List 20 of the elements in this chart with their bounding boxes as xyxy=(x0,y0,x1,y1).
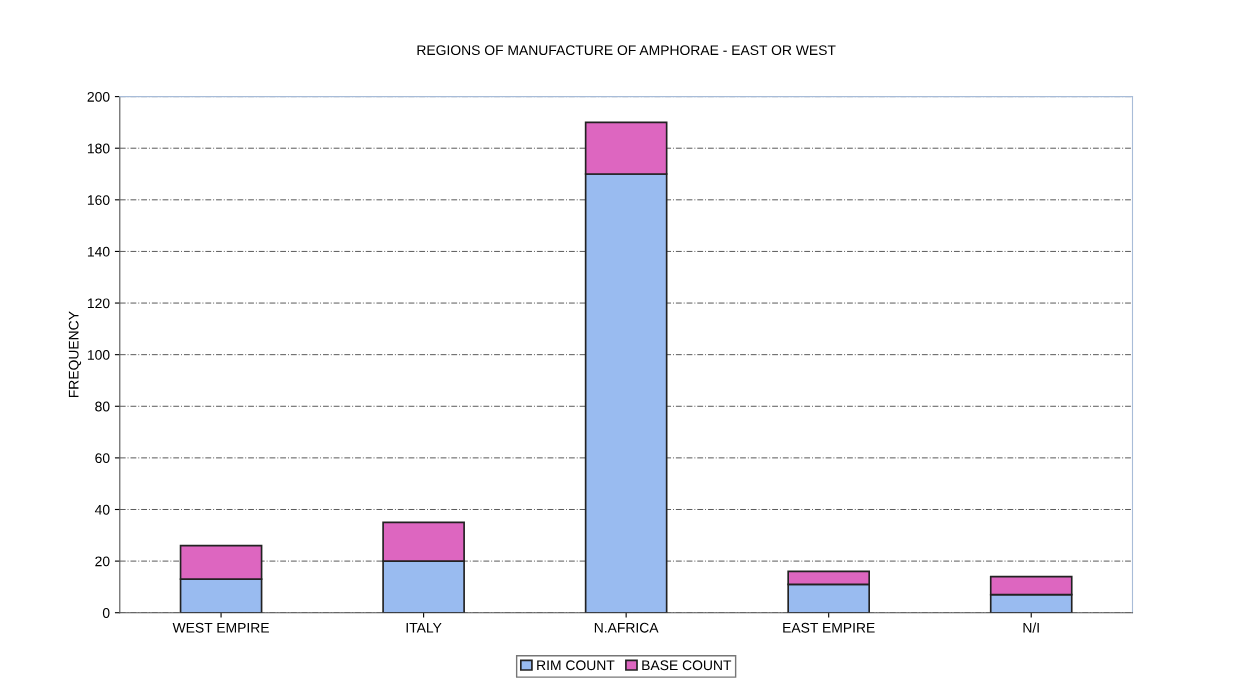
y-tick-label: 20 xyxy=(95,556,110,567)
y-tick-label: 140 xyxy=(87,246,110,257)
chart-title: REGIONS OF MANUFACTURE OF AMPHORAE - EAST OR WEST xyxy=(417,45,836,56)
y-tick-label: 180 xyxy=(87,143,110,154)
y-tick-label: 80 xyxy=(95,401,110,412)
legend-label: BASE COUNT xyxy=(642,660,732,671)
y-axis-title: FREQUENCY xyxy=(68,311,82,398)
x-tick-label: N.AFRICA xyxy=(594,622,659,633)
x-tick-label: ITALY xyxy=(406,622,442,633)
x-tick-label: WEST EMPIRE xyxy=(172,622,269,633)
legend-label: RIM COUNT xyxy=(537,660,615,671)
y-tick-label: 200 xyxy=(87,91,110,102)
y-tick-label: 40 xyxy=(94,504,110,515)
x-tick-label: EAST EMPIRE xyxy=(783,622,875,633)
y-tick-label: 160 xyxy=(87,195,110,205)
x-tick-label: N/I xyxy=(1023,622,1039,633)
y-tick-label: 120 xyxy=(87,298,110,309)
y-tick-label: 0 xyxy=(102,608,110,618)
y-tick-label: 60 xyxy=(95,453,110,464)
y-tick-label: 100 xyxy=(87,349,110,360)
